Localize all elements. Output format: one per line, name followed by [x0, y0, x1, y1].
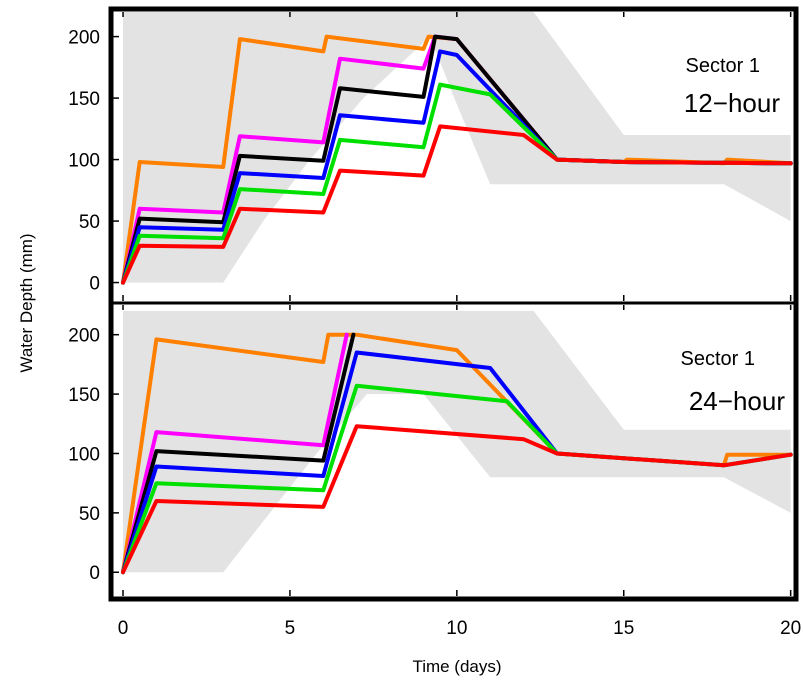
y-tick-label: 100 [68, 151, 100, 172]
series-line-black [121, 332, 356, 575]
series-line-red [121, 124, 793, 285]
x-tick-labels: 0 5 10 15 20 [118, 618, 802, 639]
y-axis-label: Water Depth (mm) [17, 233, 36, 372]
y-tick-label: 200 [68, 326, 100, 347]
y-tick-label: 0 [89, 274, 100, 295]
x-tick-label: 0 [118, 618, 129, 639]
series-line-magenta [121, 332, 349, 575]
y-tick-label: 150 [68, 385, 100, 406]
y-tick-label: 100 [68, 444, 100, 465]
duration-annotation: 12−hour [684, 88, 780, 118]
y-tick-label: 150 [68, 89, 100, 110]
panel-24-hour: 0 50 100 150 200 Sector 1 24−hour [68, 305, 793, 596]
x-tick-label: 10 [446, 618, 467, 639]
series-line-red [121, 424, 793, 575]
uncertainty-band [123, 310, 791, 573]
uncertainty-band [123, 12, 791, 283]
y-tick-label: 50 [79, 212, 100, 233]
x-axis-label: Time (days) [412, 657, 501, 676]
x-tick-label: 15 [613, 618, 634, 639]
y-tick-label: 0 [89, 563, 100, 584]
panel-12-hour: 0 50 100 150 200 Sector 1 12−hour [68, 12, 793, 301]
x-tick-label: 20 [780, 618, 801, 639]
y-tick-label: 200 [68, 28, 100, 49]
sector-annotation: Sector 1 [681, 348, 755, 370]
sector-annotation: Sector 1 [686, 55, 760, 77]
y-tick-label: 50 [79, 504, 100, 525]
duration-annotation: 24−hour [689, 386, 785, 416]
x-tick-label: 5 [285, 618, 296, 639]
series-line-orange [121, 332, 793, 575]
